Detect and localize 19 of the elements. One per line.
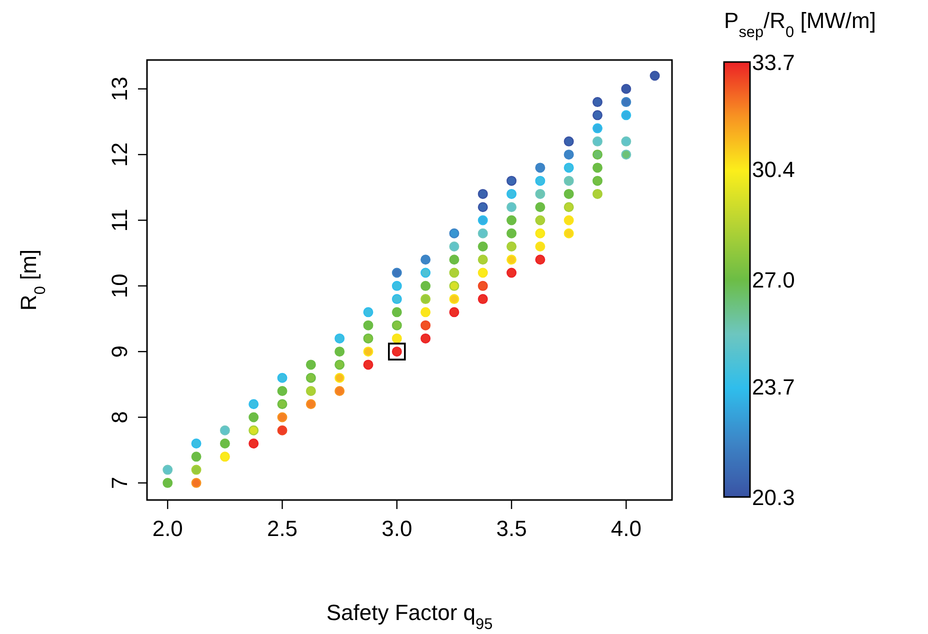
y-tick-label: 11 xyxy=(107,208,132,232)
x-tick-label: 4.0 xyxy=(610,516,642,541)
y-tick-label: 12 xyxy=(107,142,132,167)
x-tick-label: 2.0 xyxy=(152,516,183,541)
x-tick-label: 3.5 xyxy=(496,516,527,541)
y-tick-label: 8 xyxy=(107,411,132,424)
x-tick-label: 3.0 xyxy=(382,516,412,541)
y-tick-label: 13 xyxy=(107,76,132,102)
x-axis-title: Safety Factor q$_{95}$ xyxy=(326,600,493,632)
color-bar-label: 23.7 xyxy=(752,374,795,400)
y-tick-label: 7 xyxy=(107,476,132,490)
x-tick-label: 2.5 xyxy=(266,516,298,541)
color-bar-label: 30.4 xyxy=(752,157,795,182)
color-bar-label: 33.7 xyxy=(752,50,795,75)
color-bar-label: 27.0 xyxy=(752,268,795,292)
y-tick-label: 9 xyxy=(107,345,132,358)
color-bar-title: P$_{sep}$/R$_{0}$ [MW/m] xyxy=(724,8,876,40)
y-tick-label: 10 xyxy=(107,274,132,298)
color-bar-label: 20.3 xyxy=(752,485,795,510)
